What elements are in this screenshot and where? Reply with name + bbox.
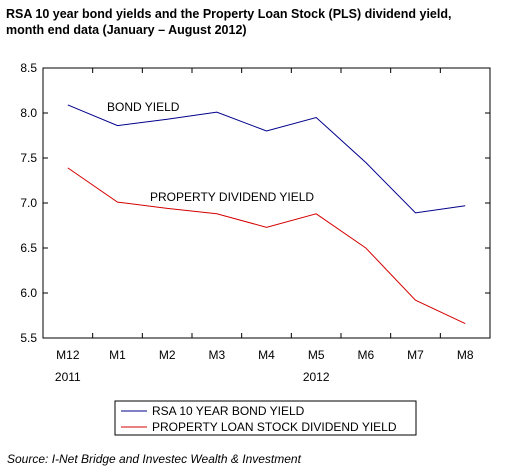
series-line-0 bbox=[67, 104, 466, 214]
chart-title-line-2: month end data (January – August 2012) bbox=[6, 23, 247, 37]
axes: 5.5 6.0 6.5 7.0 7.5 8.0 8.5 M12 M1 M2 M3 M4 M5 M6 M7 M8… bbox=[20, 61, 491, 384]
x-tick-label: M4 bbox=[258, 348, 275, 362]
x-tick-label: M5 bbox=[308, 348, 325, 362]
series-annotation-1: PROPERTY DIVIDEND YIELD bbox=[150, 190, 314, 204]
series-layer bbox=[67, 104, 466, 325]
x-tick-label: M6 bbox=[357, 348, 374, 362]
y-tick-label: 6.5 bbox=[20, 241, 37, 255]
x-tick-label: M12 bbox=[56, 348, 80, 362]
y-tick-label: 5.5 bbox=[20, 331, 37, 345]
legend-label-1: PROPERTY LOAN STOCK DIVIDEND YIELD bbox=[152, 420, 397, 434]
y-tick-label: 8.5 bbox=[20, 61, 37, 75]
series-annotation-0: BOND YIELD bbox=[107, 100, 180, 114]
y-tick-label: 6.0 bbox=[20, 286, 37, 300]
labels-layer: BOND YIELD PROPERTY DIVIDEND YIELD bbox=[107, 100, 314, 204]
x-tick-label: M3 bbox=[208, 348, 225, 362]
legend-box bbox=[114, 400, 417, 436]
x-tick-label: M2 bbox=[159, 348, 176, 362]
y-tick-label: 7.0 bbox=[20, 196, 37, 210]
x-tick-label: M7 bbox=[407, 348, 424, 362]
legend-label-0: RSA 10 YEAR BOND YIELD bbox=[152, 404, 305, 418]
x-tick-label: M1 bbox=[109, 348, 126, 362]
x-year-label: 2011 bbox=[55, 370, 81, 384]
y-tick-label: 7.5 bbox=[20, 151, 37, 165]
legend: RSA 10 YEAR BOND YIELD PROPERTY LOAN STOC… bbox=[114, 400, 417, 436]
x-tick-label: M8 bbox=[457, 348, 474, 362]
chart-title: RSA 10 year bond yields and the Property… bbox=[6, 6, 511, 38]
y-tick-label: 8.0 bbox=[20, 106, 37, 120]
source-note: Source: I-Net Bridge and Investec Wealth… bbox=[7, 452, 301, 466]
series-line-1 bbox=[67, 167, 466, 325]
x-year-label: 2012 bbox=[303, 370, 330, 384]
chart-title-line-1: RSA 10 year bond yields and the Property… bbox=[6, 7, 452, 21]
